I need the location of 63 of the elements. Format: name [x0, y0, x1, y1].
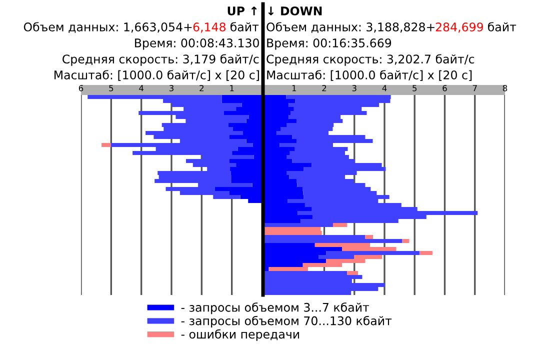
x-tick-label: 7: [472, 85, 477, 92]
bar: [222, 95, 262, 99]
bar: [231, 179, 262, 183]
bar: [264, 239, 402, 243]
x-tick-label: 5: [109, 85, 114, 92]
bar: [102, 143, 111, 147]
bar: [229, 135, 262, 139]
x-tick-label: 4: [139, 85, 144, 92]
x-tick-label: 5: [412, 85, 417, 92]
bar: [298, 211, 478, 215]
x-tick-label: 2: [322, 85, 326, 92]
legend-label: - ошибки передачи: [181, 329, 300, 341]
bar: [232, 151, 262, 155]
bar: [347, 271, 358, 275]
bar: [264, 215, 313, 219]
bar: [264, 99, 296, 103]
text: Средняя скорость: 3,202.7 байт/с: [266, 54, 474, 66]
bar: [232, 127, 262, 131]
x-tick-label: 3: [169, 85, 174, 92]
x-tick-label: 6: [442, 85, 447, 92]
bar: [286, 95, 391, 99]
x-tick-label: 1: [230, 85, 234, 92]
bar: [229, 159, 262, 163]
bar: [264, 163, 312, 167]
bar: [264, 247, 342, 251]
bar: [228, 123, 262, 127]
bar: [264, 207, 312, 211]
text: Время: 00:08:43.130: [135, 38, 259, 50]
bar: [264, 231, 322, 235]
text: Объем данных: 3,188,828+284,699 байт: [266, 22, 516, 33]
x-tick-label: 4: [382, 85, 387, 92]
bar: [332, 223, 348, 227]
bar: [264, 147, 295, 151]
bar: [224, 111, 262, 115]
bar: [222, 99, 262, 103]
bar: [290, 111, 367, 115]
bar: [264, 227, 321, 231]
bar: [110, 143, 253, 147]
bar: [264, 139, 297, 143]
text: Масштаб: [1000.0 байт/с] x [20 с]: [267, 70, 472, 81]
bar: [419, 251, 432, 255]
bar: [146, 131, 243, 135]
x-tick-label: 3: [352, 85, 356, 92]
bar: [214, 187, 262, 191]
bar: [264, 283, 385, 287]
x-tick-label: 2: [200, 85, 204, 92]
legend-label: - запросы объемом 3...7 кбайт: [181, 302, 370, 314]
bar: [158, 171, 231, 175]
bar: [402, 239, 410, 243]
bar: [264, 195, 304, 199]
text: Средняя скорость: 3,179 байт/с: [62, 54, 259, 66]
x-tick-label: 8: [502, 85, 508, 92]
bar: [264, 119, 297, 123]
chart-title: UP ↑: [228, 6, 257, 16]
text: Время: 00:16:35.669: [267, 38, 392, 50]
text: Объем данных: 1,663,054+6,148 байт: [24, 22, 259, 33]
x-tick-label: 6: [78, 85, 84, 92]
bar: [264, 259, 326, 263]
text: Масштаб: [1000.0 байт/с] x [20 с]: [54, 70, 259, 81]
bar: [365, 235, 374, 239]
chart-title: ↓ DOWN: [268, 6, 322, 16]
x-tick-label: 1: [292, 85, 296, 92]
legend-label: - запросы объемом 70...130 кбайт: [181, 316, 392, 328]
